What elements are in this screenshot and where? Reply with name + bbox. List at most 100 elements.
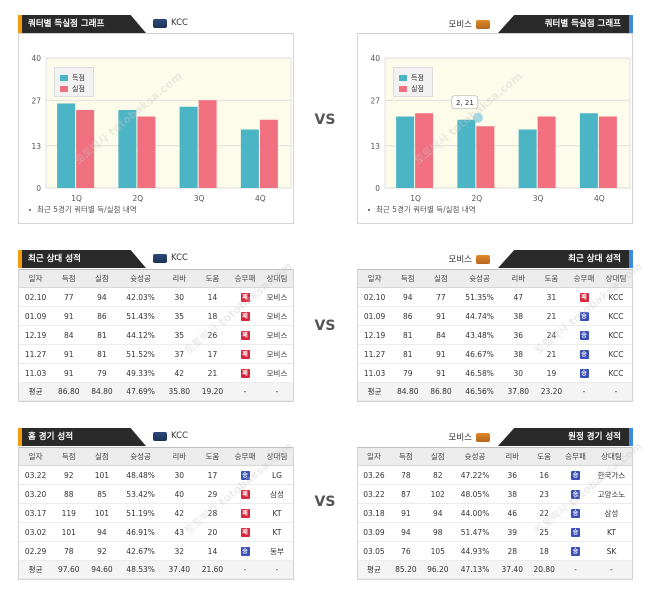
date-cell: 03.18	[358, 503, 390, 523]
x-tick-label: 2Q	[133, 194, 144, 203]
fg-cell: 42.03%	[118, 287, 163, 307]
reb-cell: 35	[162, 306, 196, 326]
left-recent-title: 최근 상대 성적	[18, 250, 146, 268]
pts-cell: 101	[52, 522, 86, 542]
table-row: 03.05 76 105 44.93% 28 18 승 SK	[358, 541, 632, 561]
lost-bar	[198, 100, 217, 188]
avg-pts-cell: 86.80	[52, 382, 86, 401]
date-cell: 01.09	[358, 306, 392, 326]
right-team-label: 모비스	[449, 18, 490, 30]
fg-cell: 46.67%	[457, 344, 502, 364]
column-header: 득점	[52, 269, 86, 288]
left-home-title: 홈 경기 성적	[18, 428, 146, 446]
hover-marker	[472, 112, 483, 123]
avg-res-cell: -	[560, 560, 591, 579]
result-cell: 승	[560, 522, 591, 542]
result-cell: 승	[568, 363, 600, 383]
fg-cell: 53.42%	[118, 484, 163, 504]
column-header: 슛성공	[457, 269, 502, 288]
win-badge: 승	[571, 547, 580, 556]
opp-cell: 91	[424, 344, 458, 364]
opp-cell: 105	[421, 541, 454, 561]
team-cell: KT	[590, 522, 632, 542]
reb-cell: 30	[162, 465, 196, 485]
score-bar	[118, 110, 137, 188]
pts-cell: 76	[389, 541, 422, 561]
left-home-table: 일자 득점 실점 슛성공 리바 도움 승무패 상대팀 03.22 92 101 48.48% 30 17 승…	[19, 447, 293, 579]
pts-cell: 78	[52, 541, 86, 561]
ast-cell: 21	[534, 344, 569, 364]
fg-cell: 51.43%	[118, 306, 163, 326]
fg-cell: 49.33%	[118, 363, 163, 383]
score-bar	[57, 103, 76, 188]
fg-cell: 47.22%	[453, 465, 497, 485]
table-row: 03.09 94 98 51.47% 39 25 승 KT	[358, 522, 632, 542]
result-cell: 패	[568, 287, 600, 307]
avg-ast-cell: 20.80	[528, 560, 561, 579]
column-header: 득점	[391, 269, 425, 288]
table-row: 03.20 88 85 53.42% 40 29 패 삼성	[19, 484, 293, 504]
loss-badge: 패	[240, 350, 250, 359]
table-row: 03.17 119 101 51.19% 42 28 패 KT	[19, 503, 293, 523]
win-badge: 승	[579, 312, 589, 321]
column-header: 슛성공	[118, 447, 163, 466]
reb-cell: 46	[496, 503, 529, 523]
team-cell: 한국가스	[590, 465, 632, 485]
left-chart-title: 쿼터별 득실점 그래프	[18, 15, 146, 33]
fg-cell: 48.05%	[453, 484, 497, 504]
lost-bar	[415, 113, 434, 188]
win-badge: 승	[240, 471, 250, 480]
date-cell: 02.10	[19, 287, 53, 307]
table-row: 02.29 78 92 42.67% 32 14 승 동부	[19, 541, 293, 561]
date-cell: 03.22	[358, 484, 390, 504]
ast-cell: 14	[195, 287, 230, 307]
avg-ast-cell: 23.20	[534, 382, 569, 401]
legend-score-label: 득점	[411, 73, 424, 82]
fg-cell: 46.58%	[457, 363, 502, 383]
fg-cell: 46.91%	[118, 522, 163, 542]
y-tick-label: 13	[370, 142, 380, 151]
opp-cell: 81	[85, 344, 119, 364]
ast-cell: 22	[528, 503, 561, 523]
column-header: 리바	[501, 269, 535, 288]
team-cell: KCC	[600, 344, 632, 364]
right-chart-header: 쿼터별 득실점 그래프 모비스	[357, 12, 633, 34]
avg-opp-cell: 96.20	[421, 560, 454, 579]
date-cell: 03.22	[19, 465, 53, 485]
table-row: 03.26 78 82 47.22% 36 16 승 한국가스	[358, 465, 632, 485]
opp-cell: 98	[421, 522, 454, 542]
column-header: 상대팀	[590, 447, 632, 466]
pts-cell: 87	[389, 484, 422, 504]
pts-cell: 94	[391, 287, 425, 307]
table-header-row: 일자 득점 실점 슛성공 리바 도움 승무패 상대팀	[358, 269, 632, 288]
table-header-row: 일자 득점 실점 슛성공 리바 도움 승무패 상대팀	[358, 447, 632, 466]
avg-opp-cell: 86.80	[424, 382, 458, 401]
date-cell: 03.17	[19, 503, 53, 523]
opp-cell: 101	[85, 503, 119, 523]
right-recent-title: 최근 상대 성적	[498, 250, 633, 268]
mobis-logo-icon	[476, 19, 490, 29]
column-header: 승무패	[229, 269, 261, 288]
avg-reb-cell: 37.80	[501, 382, 535, 401]
left-chart-header: 쿼터별 득실점 그래프 KCC	[18, 12, 294, 34]
opp-cell: 91	[424, 306, 458, 326]
right-chart-legend: 득점 실점	[393, 67, 433, 97]
win-badge: 승	[579, 331, 589, 340]
right-chart-panel: 쿼터별 득실점 그래프 모비스 0 13 27 40 1Q 2Q 3Q 4Q 2, 21 득점 …	[357, 12, 633, 224]
result-cell: 패	[229, 503, 261, 523]
table-row: 11.03 91 79 49.33% 42 21 패 모비스	[19, 363, 293, 383]
bullet-icon	[368, 209, 370, 211]
x-tick-label: 3Q	[533, 194, 544, 203]
result-cell: 패	[229, 522, 261, 542]
result-cell: 승	[229, 541, 261, 561]
y-tick-label: 13	[31, 142, 41, 151]
avg-pts-cell: 85.20	[389, 560, 422, 579]
column-header: 실점	[85, 269, 119, 288]
result-cell: 패	[229, 484, 261, 504]
right-chart-note: 최근 5경기 쿼터별 득/실점 내역	[368, 204, 476, 215]
date-cell: 03.02	[19, 522, 53, 542]
score-bar	[518, 129, 537, 188]
opp-cell: 81	[85, 325, 119, 345]
average-row: 평균 97.60 94.60 48.53% 37.40 21.60- -	[19, 560, 293, 579]
date-cell: 03.20	[19, 484, 53, 504]
